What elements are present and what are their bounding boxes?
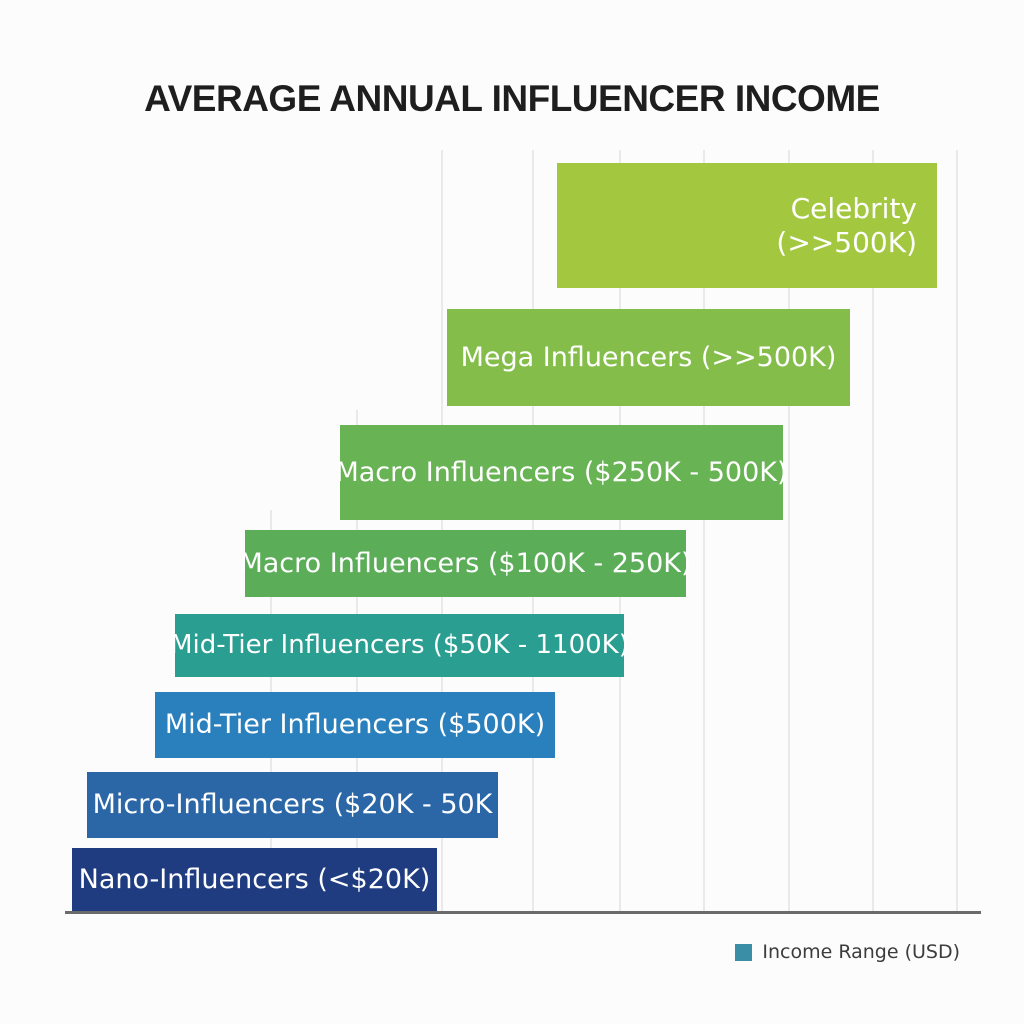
bar-label: Mid-Tier Influencers ($50K - 1100K): [170, 630, 629, 661]
bar-label: Celebrity (>>500K): [776, 192, 917, 259]
bar-label: Micro-Influencers ($20K - 50K: [92, 789, 493, 821]
bar-label: Nano-Influencers (<$20K): [78, 864, 431, 896]
bar-0: Celebrity (>>500K): [557, 163, 937, 288]
bar-4: Mid-Tier Influencers ($50K - 1100K): [170, 614, 629, 677]
bar-2: Macro Influencers ($250K - 500K): [335, 425, 788, 520]
legend: Income Range (USD): [735, 941, 960, 963]
plot-area: Celebrity (>>500K) Mega Influencers (>>500…: [65, 150, 981, 912]
bar-3: Macro Influencers ($100K - 250K): [239, 530, 692, 597]
bar-label: Macro Influencers ($250K - 500K): [335, 456, 788, 488]
bar-label: Mega Influencers (>>500K): [460, 341, 837, 373]
gridline-7: [872, 150, 874, 912]
bar-6: Micro-Influencers ($20K - 50K: [87, 772, 498, 838]
legend-swatch-icon: [735, 943, 753, 961]
bar-label: Mid-Tier Influencers ($500K): [164, 709, 546, 741]
gridline-5: [703, 150, 705, 912]
bar-7: Nano-Influencers (<$20K): [72, 848, 437, 912]
bar-label: Macro Influencers ($100K - 250K): [239, 547, 692, 579]
gridline-8: [956, 150, 958, 912]
chart-title: AVERAGE ANNUAL INFLUENCER INCOME: [144, 78, 880, 119]
bar-5: Mid-Tier Influencers ($500K): [155, 692, 555, 758]
x-axis-line: [65, 911, 981, 914]
bar-1: Mega Influencers (>>500K): [447, 309, 850, 406]
legend-label: Income Range (USD): [762, 941, 960, 963]
gridline-6: [788, 150, 790, 912]
